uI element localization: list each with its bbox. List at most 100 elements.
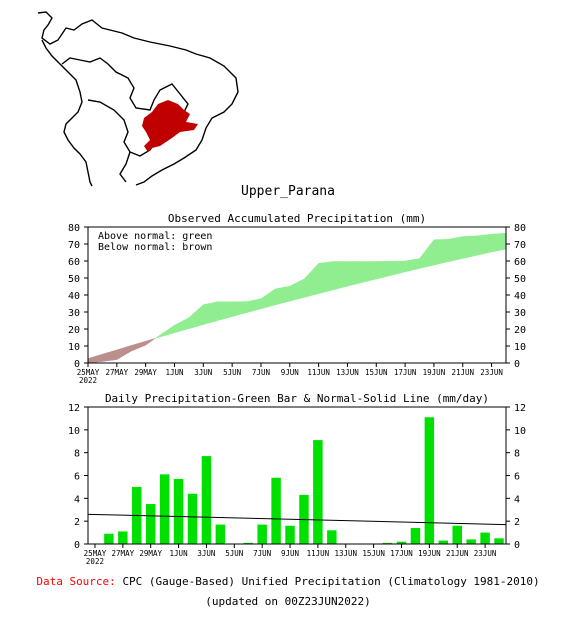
daily-bar bbox=[285, 525, 295, 544]
daily-bar bbox=[410, 528, 421, 544]
x-tick-label: 9JUN bbox=[281, 549, 299, 558]
daily-bar bbox=[382, 542, 393, 544]
legend-above: Above normal: green bbox=[98, 231, 212, 242]
x-tick-year: 2022 bbox=[86, 557, 104, 565]
data-source-text: CPC (Gauge-Based) Unified Precipitation … bbox=[122, 575, 540, 588]
plot-frame bbox=[87, 406, 507, 545]
accum-fill-segment bbox=[217, 301, 233, 321]
daily-bar bbox=[327, 530, 337, 544]
daily-bar bbox=[215, 524, 226, 544]
accum-fill-segment bbox=[376, 261, 391, 280]
daily-bar bbox=[452, 525, 462, 544]
y-tick-label-right: 60 bbox=[514, 257, 526, 268]
chart-title: Daily Precipitation-Green Bar & Normal-S… bbox=[105, 392, 489, 405]
x-tick-label: 11JUN bbox=[307, 368, 330, 377]
accum-fill-segment bbox=[433, 238, 449, 266]
daily-bar bbox=[257, 524, 267, 544]
daily-bar bbox=[104, 533, 114, 544]
x-tick-year: 2022 bbox=[79, 376, 97, 385]
y-tick-label-left: 2 bbox=[74, 517, 80, 528]
y-tick-label-left: 8 bbox=[74, 449, 80, 460]
data-source-label: Data Source: bbox=[36, 575, 116, 588]
daily-bar bbox=[424, 417, 435, 544]
y-tick-label-right: 2 bbox=[514, 517, 520, 528]
y-tick-label-right: 8 bbox=[514, 449, 520, 460]
x-tick-label: 25MAY bbox=[84, 549, 107, 558]
accum-fill-segment bbox=[361, 261, 377, 283]
y-tick-label-right: 40 bbox=[514, 291, 526, 302]
x-tick-label: 5JUN bbox=[223, 368, 241, 377]
accum-fill-segment bbox=[130, 340, 146, 352]
accum-fill-segment bbox=[260, 288, 276, 310]
y-tick-label-left: 10 bbox=[68, 426, 80, 437]
y-tick-label-right: 0 bbox=[514, 540, 520, 551]
accum-fill-segment bbox=[419, 239, 435, 269]
y-tick-label-right: 10 bbox=[514, 342, 526, 353]
y-tick-label-right: 50 bbox=[514, 274, 526, 285]
x-tick-label: 27MAY bbox=[106, 368, 129, 377]
accum-fill-segment bbox=[275, 285, 291, 306]
chart-title: Observed Accumulated Precipitation (mm) bbox=[168, 212, 426, 225]
x-tick-label: 21JUN bbox=[446, 549, 469, 558]
y-tick-label-right: 4 bbox=[514, 494, 520, 505]
accum-fill-segment bbox=[154, 334, 161, 339]
y-tick-label-left: 4 bbox=[74, 494, 80, 505]
accum-fill-segment bbox=[332, 261, 348, 291]
accum-fill-segment bbox=[404, 258, 420, 273]
accum-fill-segment bbox=[159, 324, 175, 338]
x-tick-label: 15JUN bbox=[362, 549, 385, 558]
y-tick-label-right: 80 bbox=[514, 223, 526, 234]
accum-fill-segment bbox=[203, 301, 218, 325]
x-tick-label: 13JUN bbox=[334, 549, 357, 558]
daily-bar bbox=[480, 532, 490, 544]
accum-fill-segment bbox=[188, 304, 204, 329]
daily-bar bbox=[187, 493, 198, 544]
x-tick-label: 19JUN bbox=[418, 549, 441, 558]
y-tick-label-left: 20 bbox=[68, 325, 80, 336]
x-tick-label: 3JUN bbox=[197, 549, 215, 558]
y-tick-label-left: 60 bbox=[68, 257, 80, 268]
y-tick-label-left: 12 bbox=[68, 403, 80, 414]
accum-fill-segment bbox=[174, 317, 190, 334]
y-tick-label-left: 0 bbox=[74, 540, 80, 551]
upper-parana-region bbox=[142, 100, 198, 152]
plot-frame bbox=[87, 226, 507, 364]
y-tick-label-left: 50 bbox=[68, 274, 80, 285]
y-tick-label-right: 6 bbox=[514, 472, 520, 483]
daily-bar bbox=[159, 474, 170, 544]
data-source-line: Data Source: CPC (Gauge-Based) Unified P… bbox=[0, 575, 576, 588]
y-tick-label-right: 0 bbox=[514, 359, 520, 370]
daily-bar bbox=[243, 542, 253, 544]
accum-fill-segment bbox=[303, 262, 319, 298]
south-america-outline bbox=[37, 11, 239, 187]
accum-fill-segment bbox=[102, 349, 118, 362]
y-tick-label-left: 30 bbox=[68, 308, 80, 319]
accum-fill-segment bbox=[318, 261, 334, 294]
x-tick-label: 1JUN bbox=[165, 368, 183, 377]
y-tick-label-right: 12 bbox=[514, 403, 526, 414]
x-tick-label: 29MAY bbox=[139, 549, 162, 558]
y-tick-label-right: 30 bbox=[514, 308, 526, 319]
x-tick-label: 11JUN bbox=[307, 549, 330, 558]
x-tick-label: 5JUN bbox=[225, 549, 243, 558]
daily-bar bbox=[494, 538, 504, 544]
daily-bar bbox=[145, 504, 156, 544]
x-tick-label: 7JUN bbox=[253, 549, 271, 558]
x-tick-label: 17JUN bbox=[394, 368, 417, 377]
daily-bar bbox=[118, 531, 128, 544]
accum-fill-segment bbox=[246, 298, 262, 314]
x-tick-label: 29MAY bbox=[134, 368, 157, 377]
y-tick-label-left: 6 bbox=[74, 472, 80, 483]
normal-line bbox=[87, 513, 507, 526]
accum-fill-segment bbox=[390, 260, 406, 276]
daily-bar bbox=[396, 541, 407, 544]
updated-note: (updated on 00Z23JUN2022) bbox=[205, 595, 371, 608]
y-tick-label-right: 10 bbox=[514, 426, 526, 437]
x-tick-label: 19JUN bbox=[423, 368, 446, 377]
x-tick-label: 23JUN bbox=[480, 368, 503, 377]
accum-fill-segment bbox=[145, 338, 156, 346]
y-tick-label-left: 0 bbox=[74, 359, 80, 370]
accum-fill-segment bbox=[347, 261, 363, 287]
y-tick-label-left: 80 bbox=[68, 223, 80, 234]
